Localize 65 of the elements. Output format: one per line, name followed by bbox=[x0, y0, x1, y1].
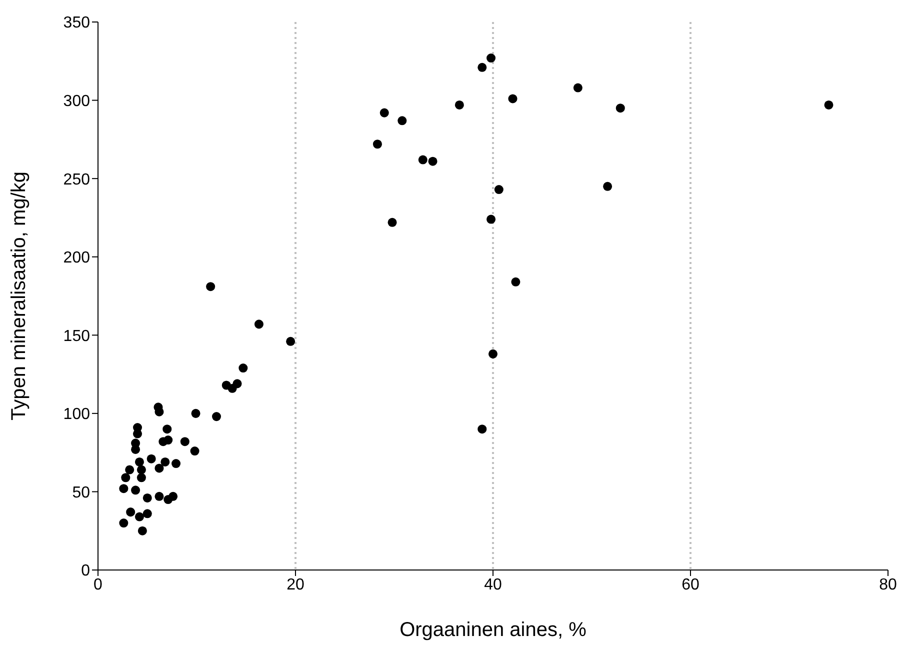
point bbox=[380, 108, 389, 118]
point bbox=[154, 492, 164, 501]
point bbox=[212, 412, 222, 422]
y-axis-title: Typen mineralisaatio, mg/kg bbox=[8, 171, 30, 421]
point bbox=[126, 508, 136, 517]
y-tick-label: 0 bbox=[81, 562, 90, 580]
point bbox=[486, 54, 496, 63]
point bbox=[119, 484, 128, 494]
point bbox=[121, 473, 130, 482]
point bbox=[162, 424, 172, 434]
point bbox=[168, 492, 178, 501]
y-tick-label: 350 bbox=[63, 14, 90, 32]
x-tick-label: 80 bbox=[879, 576, 897, 594]
point bbox=[131, 486, 140, 495]
point bbox=[154, 464, 164, 473]
point bbox=[478, 424, 487, 434]
y-tick-label: 50 bbox=[72, 484, 90, 502]
point bbox=[191, 408, 200, 418]
point bbox=[134, 512, 144, 522]
y-tick-label: 250 bbox=[63, 171, 90, 188]
x-tick-label: 60 bbox=[682, 576, 700, 594]
point bbox=[454, 100, 464, 110]
point bbox=[478, 62, 487, 72]
point bbox=[125, 465, 134, 474]
point bbox=[238, 364, 248, 373]
point bbox=[136, 473, 146, 482]
point bbox=[134, 457, 144, 466]
point bbox=[616, 104, 625, 113]
x-tick-label: 40 bbox=[484, 576, 502, 594]
y-tick-label: 100 bbox=[63, 406, 90, 424]
point bbox=[206, 282, 216, 292]
point bbox=[228, 384, 237, 393]
point bbox=[508, 94, 518, 104]
point bbox=[119, 518, 128, 528]
x-tick-label: 0 bbox=[94, 576, 103, 594]
point bbox=[824, 100, 834, 110]
point bbox=[511, 277, 520, 286]
point bbox=[494, 185, 504, 194]
point bbox=[138, 526, 147, 536]
point bbox=[142, 509, 152, 518]
point bbox=[254, 320, 264, 329]
point bbox=[180, 437, 190, 446]
point bbox=[428, 156, 438, 166]
x-axis-title: Orgaaninen aines, % bbox=[400, 619, 587, 641]
point bbox=[573, 83, 582, 92]
point bbox=[190, 446, 200, 456]
point bbox=[136, 465, 146, 474]
point bbox=[132, 423, 142, 432]
y-tick-label: 200 bbox=[63, 250, 90, 267]
point bbox=[388, 218, 397, 227]
point bbox=[142, 493, 152, 502]
x-tick-label: 20 bbox=[286, 576, 304, 594]
point bbox=[398, 116, 407, 126]
point bbox=[603, 182, 612, 191]
point bbox=[172, 459, 181, 468]
y-tick-label: 150 bbox=[63, 328, 90, 345]
y-tick-label: 300 bbox=[63, 92, 90, 110]
point bbox=[372, 140, 382, 149]
point bbox=[146, 454, 156, 464]
point bbox=[418, 155, 428, 164]
point bbox=[160, 457, 170, 466]
point bbox=[486, 214, 496, 224]
point bbox=[488, 349, 498, 358]
point bbox=[164, 436, 173, 445]
point bbox=[286, 336, 296, 346]
